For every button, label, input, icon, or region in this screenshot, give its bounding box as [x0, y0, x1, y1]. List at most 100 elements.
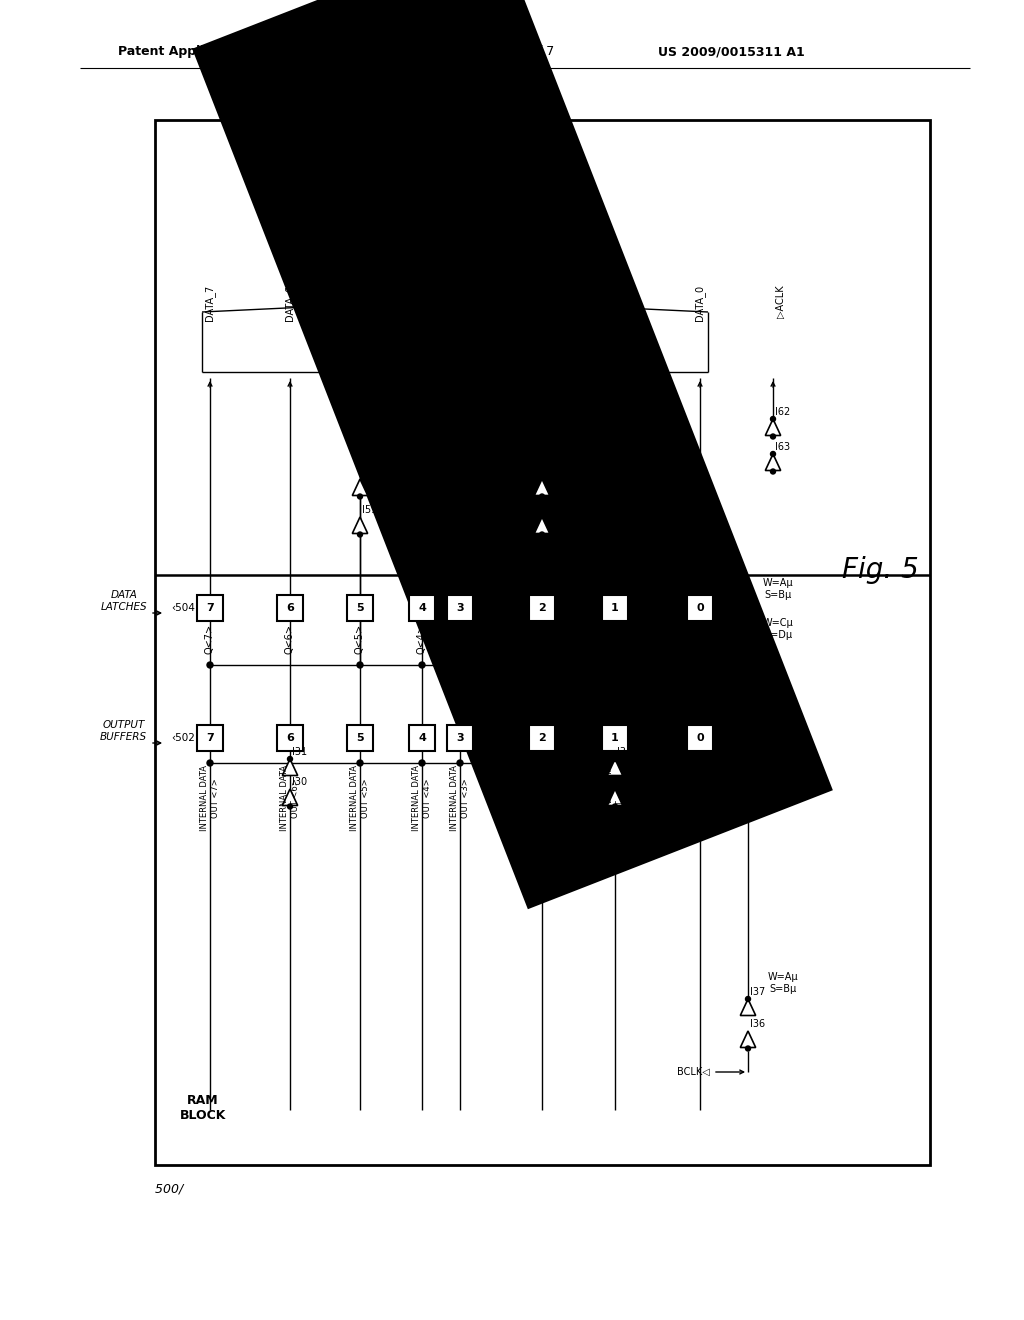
Text: Patent Application Publication: Patent Application Publication [118, 45, 331, 58]
Text: ‹504: ‹504 [171, 603, 195, 612]
Text: DATA_5: DATA_5 [354, 285, 366, 321]
Text: DATA
LATCHES: DATA LATCHES [100, 590, 147, 611]
Text: 3: 3 [456, 603, 464, 612]
Text: I34: I34 [617, 777, 632, 787]
Text: DATA_6: DATA_6 [285, 285, 296, 321]
Bar [197, 595, 223, 620]
Circle shape [207, 663, 213, 668]
Text: 2: 2 [539, 603, 546, 612]
Polygon shape [535, 479, 550, 495]
Text: DATA_2: DATA_2 [537, 285, 548, 321]
Text: I37: I37 [750, 987, 765, 997]
Text: 0: 0 [696, 603, 703, 612]
Text: INTERNAL DATA
OUT <4>: INTERNAL DATA OUT <4> [413, 766, 432, 832]
Circle shape [770, 663, 776, 668]
Circle shape [288, 804, 293, 809]
Text: INTERNAL DATA
OUT <2>: INTERNAL DATA OUT <2> [532, 766, 552, 832]
Text: 1: 1 [611, 733, 618, 743]
Text: Q<3>: Q<3> [455, 624, 465, 653]
Text: INTERNAL DATA
OUT <1>: INTERNAL DATA OUT <1> [605, 766, 625, 832]
Text: I58: I58 [362, 467, 377, 477]
Text: W=Aμ
S=Bμ: W=Aμ S=Bμ [763, 578, 794, 599]
Circle shape [612, 756, 617, 762]
Circle shape [770, 451, 775, 457]
Text: 3: 3 [456, 733, 464, 743]
Circle shape [745, 997, 751, 1002]
Polygon shape [607, 789, 623, 805]
Text: 500/: 500/ [155, 1183, 185, 1196]
Bar [347, 595, 373, 620]
Circle shape [207, 760, 213, 766]
Text: 4: 4 [418, 733, 426, 743]
Text: 2: 2 [539, 733, 546, 743]
Text: I30: I30 [292, 777, 307, 787]
Circle shape [770, 469, 775, 474]
Polygon shape [607, 759, 623, 776]
Bar [409, 725, 435, 751]
Text: 0: 0 [696, 733, 703, 743]
Text: Q<5>: Q<5> [355, 624, 365, 655]
Text: DATA_4: DATA_4 [417, 285, 427, 321]
Text: 6: 6 [286, 603, 294, 612]
Text: INTERNAL DATA
OUT <3>: INTERNAL DATA OUT <3> [451, 766, 470, 832]
Text: W=Cμ
S=Dμ: W=Cμ S=Dμ [763, 618, 794, 640]
Text: Q<2>: Q<2> [537, 624, 547, 655]
Circle shape [357, 532, 362, 537]
Circle shape [457, 663, 463, 668]
Polygon shape [283, 789, 298, 805]
Text: I61: I61 [544, 467, 559, 477]
Text: I63: I63 [775, 442, 791, 451]
Bar [602, 595, 628, 620]
Text: W=Aμ
S=Bμ: W=Aμ S=Bμ [768, 973, 799, 994]
Text: INTERNAL DATA
OUT <6>: INTERNAL DATA OUT <6> [281, 766, 300, 832]
Bar [409, 595, 435, 620]
Circle shape [419, 663, 425, 668]
Bar [529, 725, 555, 751]
Circle shape [539, 663, 545, 668]
Bar [529, 595, 555, 620]
Text: OUTPUT
BUFFERS: OUTPUT BUFFERS [100, 719, 147, 742]
Text: 7: 7 [206, 603, 214, 612]
Polygon shape [765, 454, 780, 470]
Bar [155, 120, 930, 1166]
Circle shape [770, 434, 775, 440]
Text: W=Cμ
S=Dμ: W=Cμ S=Dμ [763, 748, 794, 770]
Text: I35: I35 [617, 747, 632, 756]
Text: 5: 5 [356, 603, 364, 612]
Text: 6: 6 [286, 733, 294, 743]
Circle shape [457, 760, 463, 766]
Text: I59: I59 [362, 506, 377, 515]
Polygon shape [283, 759, 298, 776]
Circle shape [540, 532, 545, 537]
Polygon shape [740, 999, 756, 1015]
Circle shape [539, 760, 545, 766]
Polygon shape [740, 1031, 756, 1048]
Polygon shape [765, 418, 780, 436]
Text: RAM
BLOCK: RAM BLOCK [180, 1094, 226, 1122]
Bar [278, 725, 303, 751]
Text: Fig. 5: Fig. 5 [842, 556, 919, 583]
Text: BCLK◁: BCLK◁ [677, 1067, 710, 1077]
Bar [687, 725, 713, 751]
Bar [602, 725, 628, 751]
Text: Q<6>: Q<6> [285, 624, 295, 653]
Bar [278, 595, 303, 620]
Text: I62: I62 [775, 407, 791, 417]
Circle shape [697, 663, 703, 668]
Text: Q<0>: Q<0> [695, 624, 705, 653]
Circle shape [770, 417, 775, 421]
Text: 4: 4 [418, 603, 426, 612]
Text: DATA_7: DATA_7 [205, 285, 215, 321]
Text: 5: 5 [356, 733, 364, 743]
Circle shape [288, 756, 293, 762]
Bar [447, 595, 473, 620]
Text: Jan. 15, 2009  Sheet 5 of 7: Jan. 15, 2009 Sheet 5 of 7 [388, 45, 555, 58]
Text: I36: I36 [750, 1019, 765, 1030]
Text: DATA_1: DATA_1 [609, 285, 621, 321]
Text: I31: I31 [292, 747, 307, 756]
Circle shape [697, 760, 703, 766]
Circle shape [540, 494, 545, 499]
Circle shape [357, 494, 362, 499]
Text: US 2009/0015311 A1: US 2009/0015311 A1 [658, 45, 805, 58]
Bar [172, 579, 753, 1130]
